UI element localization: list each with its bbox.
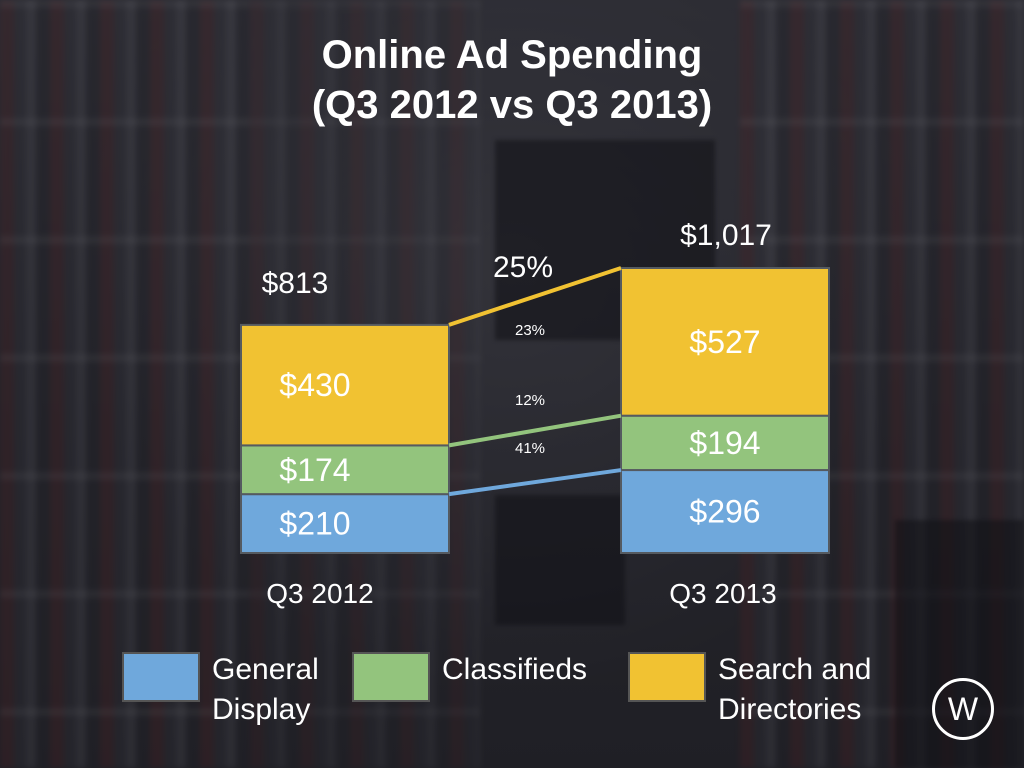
legend-item-search-and-directories: Search and Directories	[628, 652, 871, 730]
total-label-q3-2012: $813	[262, 267, 329, 300]
chart-title-line-1: Online Ad Spending	[321, 33, 703, 77]
data-label-search-and-directories-q3-2012: $430	[279, 367, 350, 403]
bar-segment-search-and-directories-q3-2012	[240, 323, 450, 447]
bar-segment-search-and-directories-q3-2013	[620, 267, 830, 417]
chart-title: Online Ad Spending (Q3 2012 vs Q3 2013)	[0, 30, 1024, 130]
growth-line-general-display	[448, 468, 622, 497]
category-label-q3-2013: Q3 2013	[669, 578, 776, 609]
data-label-search-and-directories-q3-2013: $527	[689, 324, 760, 360]
legend-swatch-general-display	[122, 652, 200, 702]
growth-label-general-display: 41%	[515, 440, 545, 457]
legend-label-classifieds: Classifieds	[442, 653, 588, 686]
growth-label-search-and-directories: 23%	[515, 322, 545, 339]
total-label-q3-2013: $1,017	[680, 219, 772, 252]
chart-title-line-2: (Q3 2012 vs Q3 2013)	[311, 83, 713, 127]
growth-line-classifieds	[448, 413, 622, 448]
legend-label-general-display: General Display	[212, 653, 319, 726]
data-label-general-display-q3-2012: $210	[279, 506, 350, 542]
legend-swatch-classifieds	[352, 652, 430, 702]
stacked-bar-chart: $210 $174 $430 Q3 2012 $813 $296 $194 $527 Q3 20…	[240, 219, 830, 609]
bar-segment-classifieds-q3-2013	[620, 414, 830, 472]
bar-segment-classifieds-q3-2012	[240, 444, 450, 496]
growth-line-search-and-directories	[448, 266, 622, 327]
data-label-general-display-q3-2013: $296	[689, 494, 760, 530]
legend-swatch-search-and-directories	[628, 652, 706, 702]
legend-label-search-and-directories: Search and Directories	[718, 653, 872, 726]
legend-item-general-display: General Display	[122, 652, 319, 730]
total-growth-label: 25%	[493, 251, 553, 284]
growth-label-classifieds: 12%	[515, 392, 545, 409]
legend-item-classifieds: Classifieds	[352, 652, 587, 702]
logo: W	[932, 678, 994, 740]
category-label-q3-2012: Q3 2012	[266, 578, 373, 609]
bar-segment-general-display-q3-2012	[240, 493, 450, 555]
data-label-classifieds-q3-2013: $194	[689, 425, 760, 461]
data-label-classifieds-q3-2012: $174	[279, 452, 350, 488]
